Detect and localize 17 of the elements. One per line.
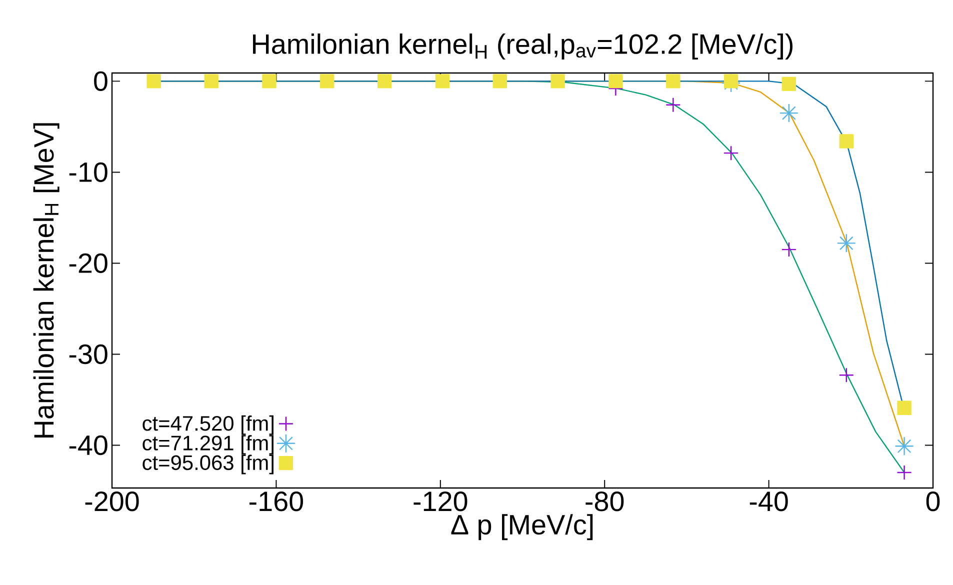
y-tick-label: -20 <box>69 253 108 274</box>
y-tick-label: -40 <box>69 435 108 456</box>
x-tick-label: -200 <box>85 492 139 512</box>
y-tick-label: -30 <box>69 344 108 364</box>
legend-label: ct=95.063 [fm] <box>142 454 274 474</box>
x-tick-label: 0 <box>926 492 940 512</box>
legend-label: ct=47.520 [fm] <box>142 415 274 435</box>
x-tick-label: -120 <box>414 492 468 512</box>
chart-title: Hamilonian kernel$_{H}$ (real,p$_{av}$=102.2 [MeV/c]) <box>253 34 792 60</box>
x-tick-label: -80 <box>586 492 624 512</box>
y-tick-label: -10 <box>69 162 108 182</box>
x-axis-title: Δ p [MeV/c] <box>451 514 593 540</box>
x-tick-label: -160 <box>250 492 304 512</box>
legend-label: ct=71.291 [fm] <box>142 435 274 455</box>
y-axis-title: Hamilonian kernel$_{H}$ [MeV] <box>33 123 60 438</box>
y-tick-label: 0 <box>94 71 108 92</box>
x-tick-label: -40 <box>750 492 788 512</box>
